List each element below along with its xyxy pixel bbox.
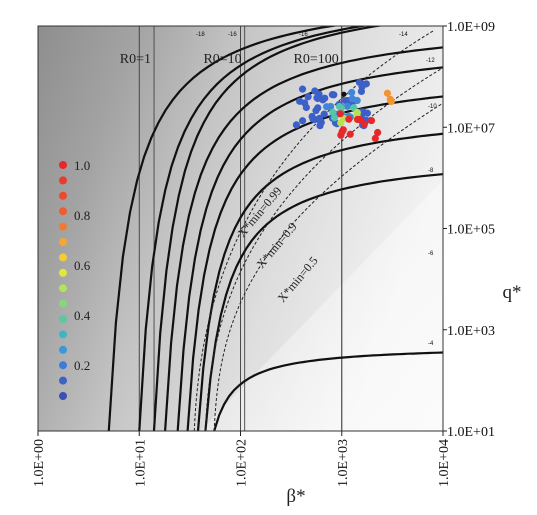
scatter-point <box>302 103 310 112</box>
contour-line <box>213 351 443 431</box>
legend-swatch <box>59 238 67 246</box>
scatter-point <box>353 96 361 105</box>
scatter-point <box>383 89 392 97</box>
scatter-point <box>330 114 339 122</box>
scatter-point <box>304 93 312 101</box>
scatter-point <box>308 112 316 121</box>
legend-swatch <box>59 376 67 385</box>
contour-label: -6 <box>428 251 434 257</box>
scatter-point <box>348 88 356 97</box>
scatter-point <box>343 102 352 110</box>
legend-swatch <box>59 222 67 231</box>
legend-label: 0.6 <box>74 258 91 273</box>
r0-label: R0=10 <box>203 52 241 67</box>
legend-swatch <box>59 253 67 262</box>
scatter-point <box>346 130 354 138</box>
x-axis-title: β* <box>286 486 305 507</box>
contour-label: -16 <box>228 32 237 38</box>
legend-label: 0.8 <box>74 208 90 223</box>
contour-label: -12 <box>426 58 435 64</box>
xmin-line <box>213 102 443 431</box>
y-tick-label: 1.0E+07 <box>447 121 495 136</box>
legend-swatch <box>59 161 67 169</box>
scatter-point <box>355 78 364 87</box>
scatter-point <box>359 108 368 116</box>
contour-label: -8 <box>428 168 434 174</box>
scatter-point <box>317 118 325 127</box>
legend-swatch <box>59 392 67 400</box>
contour-label: -10 <box>428 104 437 110</box>
scatter-point <box>328 91 336 99</box>
legend-swatch <box>59 284 67 293</box>
legend-swatch <box>59 315 67 323</box>
scatter-point <box>354 115 362 124</box>
scatter-point <box>387 97 395 106</box>
x-tick-label: 1.0E+03 <box>336 439 351 487</box>
x-tick-label: 1.0E+04 <box>437 439 452 487</box>
contour-line <box>107 26 339 431</box>
contour-line <box>152 26 385 431</box>
scatter-point <box>374 128 382 137</box>
scatter-point <box>371 134 379 143</box>
scatter-point <box>320 110 328 118</box>
legend-swatch <box>59 299 67 308</box>
legend-label: 0.4 <box>74 308 91 323</box>
scatter-point <box>298 85 307 93</box>
y-axis-title: q* <box>503 282 522 303</box>
scatter-point <box>337 104 345 112</box>
legend-swatch <box>59 176 67 185</box>
scatter-point <box>313 94 321 102</box>
scatter-point <box>341 91 347 97</box>
scatter-point <box>329 108 337 116</box>
scatter-point <box>338 128 346 136</box>
legend-swatch <box>59 345 67 354</box>
scatter-point <box>323 103 331 111</box>
scatter-point <box>298 117 307 125</box>
legend-label: 0.2 <box>74 358 90 373</box>
scatter-point <box>312 107 320 115</box>
light-band <box>200 180 443 431</box>
x-tick-label: 1.0E+01 <box>133 439 148 487</box>
legend-swatch <box>59 191 67 200</box>
legend-swatch <box>59 361 67 370</box>
legend-swatch <box>59 330 67 339</box>
y-tick-label: 1.0E+09 <box>447 20 495 35</box>
r0-label: R0=1 <box>120 52 151 67</box>
contour-line <box>138 26 370 431</box>
r0-label: R0=100 <box>294 52 339 67</box>
y-tick-label: 1.0E+05 <box>447 223 495 238</box>
contour-label: -14 <box>399 32 408 38</box>
contour-label: -4 <box>428 341 434 347</box>
y-tick-label: 1.0E+01 <box>447 425 495 440</box>
contour-line <box>204 173 443 431</box>
contour-label: -16 <box>299 32 308 38</box>
y-tick-label: 1.0E+03 <box>447 324 495 339</box>
scatter-point <box>367 117 376 125</box>
contour-label: -18 <box>196 32 205 38</box>
scatter-point <box>360 120 368 128</box>
x-tick-label: 1.0E+00 <box>32 439 47 487</box>
legend-swatch <box>59 268 67 277</box>
contour-line <box>164 46 443 431</box>
scatter-point <box>296 97 304 105</box>
legend-label: 1.0 <box>74 158 90 173</box>
xmin-line <box>193 30 434 431</box>
scatter-point <box>345 115 353 123</box>
x-tick-label: 1.0E+02 <box>235 439 250 487</box>
scatter-point <box>292 121 301 129</box>
scatter-point <box>336 110 344 118</box>
scatter-point <box>321 94 329 102</box>
legend-swatch <box>59 207 67 216</box>
